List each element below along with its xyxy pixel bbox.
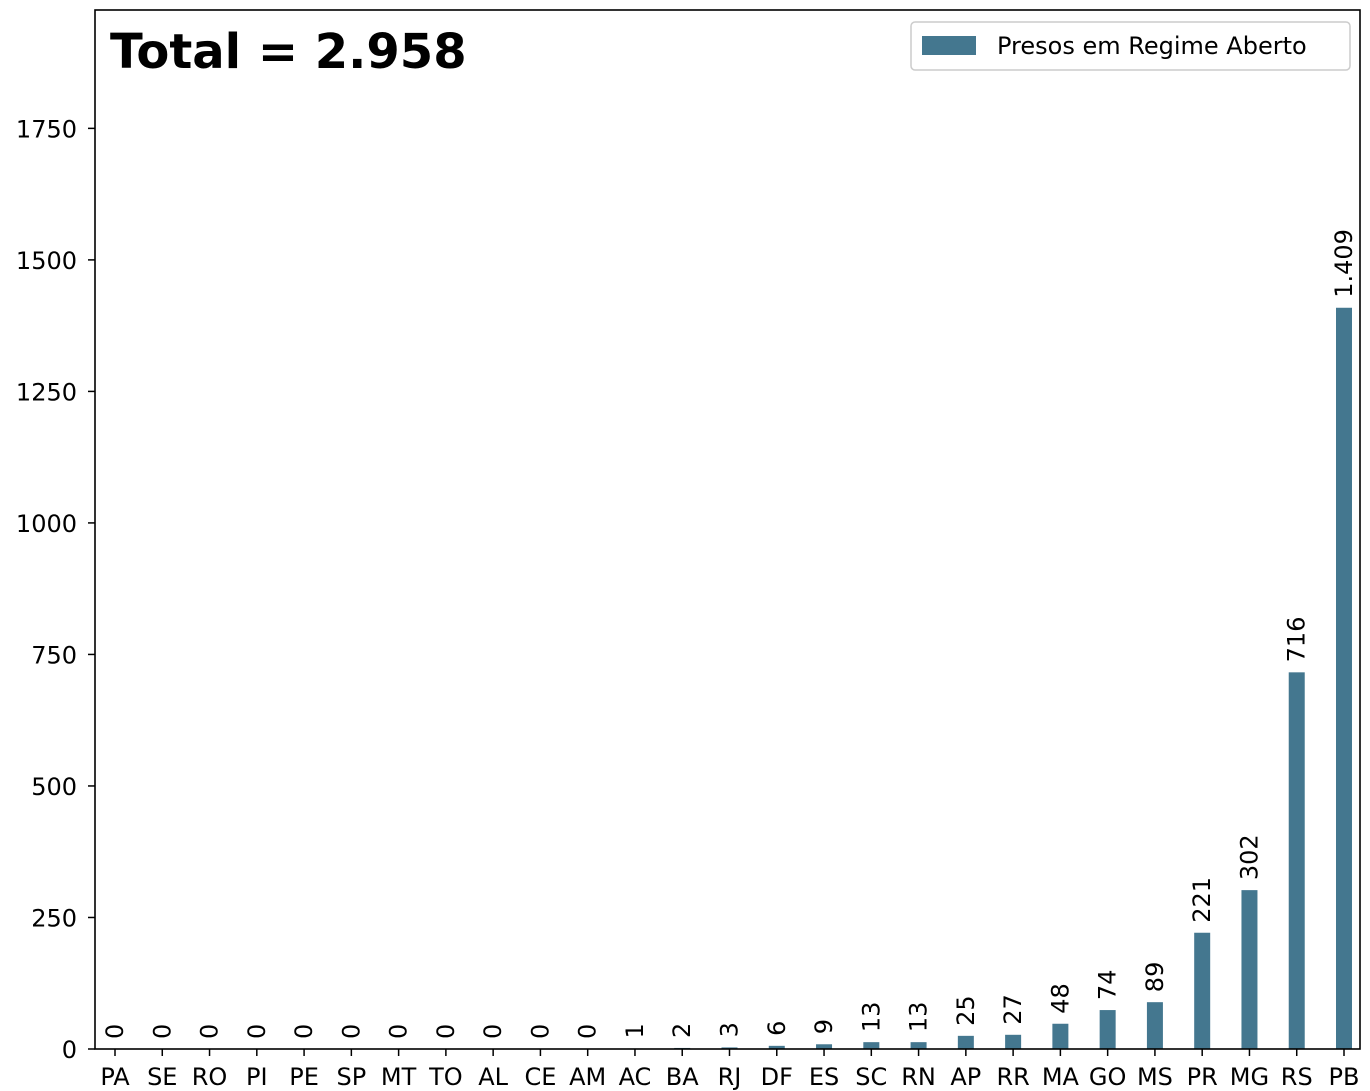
bar-labels-group: 0 0 0 0 0 0 0 0 0 0 0 1 2 3 6 9 13 13 25 27 48 74 89 221 302 716 1… [101,229,1358,1039]
bar-value-label: 89 [1141,962,1169,993]
y-tick-label: 1500 [16,247,77,275]
bar-value-label: 0 [290,1024,318,1039]
bar-rr [1005,1034,1022,1049]
legend-swatch [922,36,976,55]
x-tick-label: AL [478,1063,508,1091]
x-tick-label: GO [1089,1063,1127,1091]
x-tick-label: PE [289,1063,319,1091]
x-tick-label: PI [246,1063,268,1091]
bar-value-label: 302 [1235,834,1263,880]
bar-sc [863,1042,880,1049]
y-tick-label: 750 [31,641,77,669]
bar-value-label: 221 [1188,877,1216,923]
bar-es [816,1044,833,1049]
x-tick-label: RO [192,1063,228,1091]
x-tick-label: RN [901,1063,936,1091]
x-tick-label: BA [666,1063,699,1091]
bar-value-label: 3 [716,1022,744,1037]
x-tick-label: PR [1187,1063,1218,1091]
bar-value-label: 1 [621,1023,649,1038]
bar-pr [1194,932,1211,1049]
x-tick-label: PB [1329,1063,1360,1091]
x-tick-label: MS [1137,1063,1173,1091]
bar-value-label: 6 [763,1021,791,1036]
legend: Presos em Regime Aberto [910,21,1351,71]
x-tick-label: PA [100,1063,130,1091]
x-tick-label: MA [1042,1063,1080,1091]
bar-value-label: 13 [905,1002,933,1033]
bar-value-label: 2 [668,1023,696,1038]
bar-df [768,1045,785,1049]
y-tick-label: 0 [62,1036,77,1064]
bar-ma [1052,1023,1069,1049]
bar-value-label: 0 [385,1024,413,1039]
bar-go [1099,1010,1116,1049]
bar-value-label: 0 [432,1024,460,1039]
bar-value-label: 27 [999,994,1027,1025]
total-annotation: Total = 2.958 [110,24,467,80]
x-tick-label: TO [428,1063,463,1091]
x-tick-label: RR [996,1063,1029,1091]
bar-value-label: 716 [1283,617,1311,663]
x-tick-label: MT [381,1063,417,1091]
bars-group [626,307,1352,1049]
y-tick-label: 1000 [16,510,77,538]
x-tick-label: AM [569,1063,606,1091]
plot-frame [94,9,1361,1050]
bar-value-label: 0 [196,1024,224,1039]
bar-value-label: 0 [148,1024,176,1039]
y-tick-label: 1750 [16,115,77,143]
bar-rn [910,1042,927,1049]
bar-value-label: 1.409 [1330,229,1358,298]
bar-value-label: 13 [857,1002,885,1033]
x-tick-label: RJ [718,1063,742,1091]
bar-value-label: 74 [1094,970,1122,1001]
x-tick-label: SC [855,1063,887,1091]
bar-value-label: 0 [243,1024,271,1039]
bar-value-label: 0 [526,1024,554,1039]
bar-value-label: 0 [574,1024,602,1039]
bar-value-label: 0 [479,1024,507,1039]
x-tick-label: AP [950,1063,981,1091]
bar-rs [1288,672,1305,1049]
y-tick-label: 250 [31,904,77,932]
bar-value-label: 25 [952,995,980,1026]
x-tick-label: CE [524,1063,556,1091]
bar-ms [1146,1002,1163,1049]
bar-value-label: 0 [101,1024,129,1039]
bar-pb [1336,307,1352,1049]
x-tick-label: AC [619,1063,652,1091]
bar-ap [957,1035,974,1049]
x-tick-label: SP [336,1063,366,1091]
x-tick-label: RS [1281,1063,1313,1091]
bar-value-label: 9 [810,1019,838,1034]
x-tick-label: DF [761,1063,793,1091]
bar-mg [1241,890,1258,1049]
x-tick-label: SE [147,1063,177,1091]
bar-value-label: 0 [337,1024,365,1039]
legend-box [910,21,1351,71]
legend-label: Presos em Regime Aberto [997,32,1307,60]
y-axis: 0 250 500 750 1000 1250 1500 1750 [16,115,95,1064]
y-tick-label: 1250 [16,378,77,406]
y-tick-label: 500 [31,773,77,801]
x-axis: PA SE RO PI PE SP MT TO AL CE AM AC BA RJ DF ES SC RN AP RR… [100,1049,1359,1091]
x-tick-label: MG [1230,1063,1269,1091]
bar-value-label: 48 [1046,983,1074,1014]
plot-area [95,10,1360,1049]
x-tick-label: ES [809,1063,839,1091]
